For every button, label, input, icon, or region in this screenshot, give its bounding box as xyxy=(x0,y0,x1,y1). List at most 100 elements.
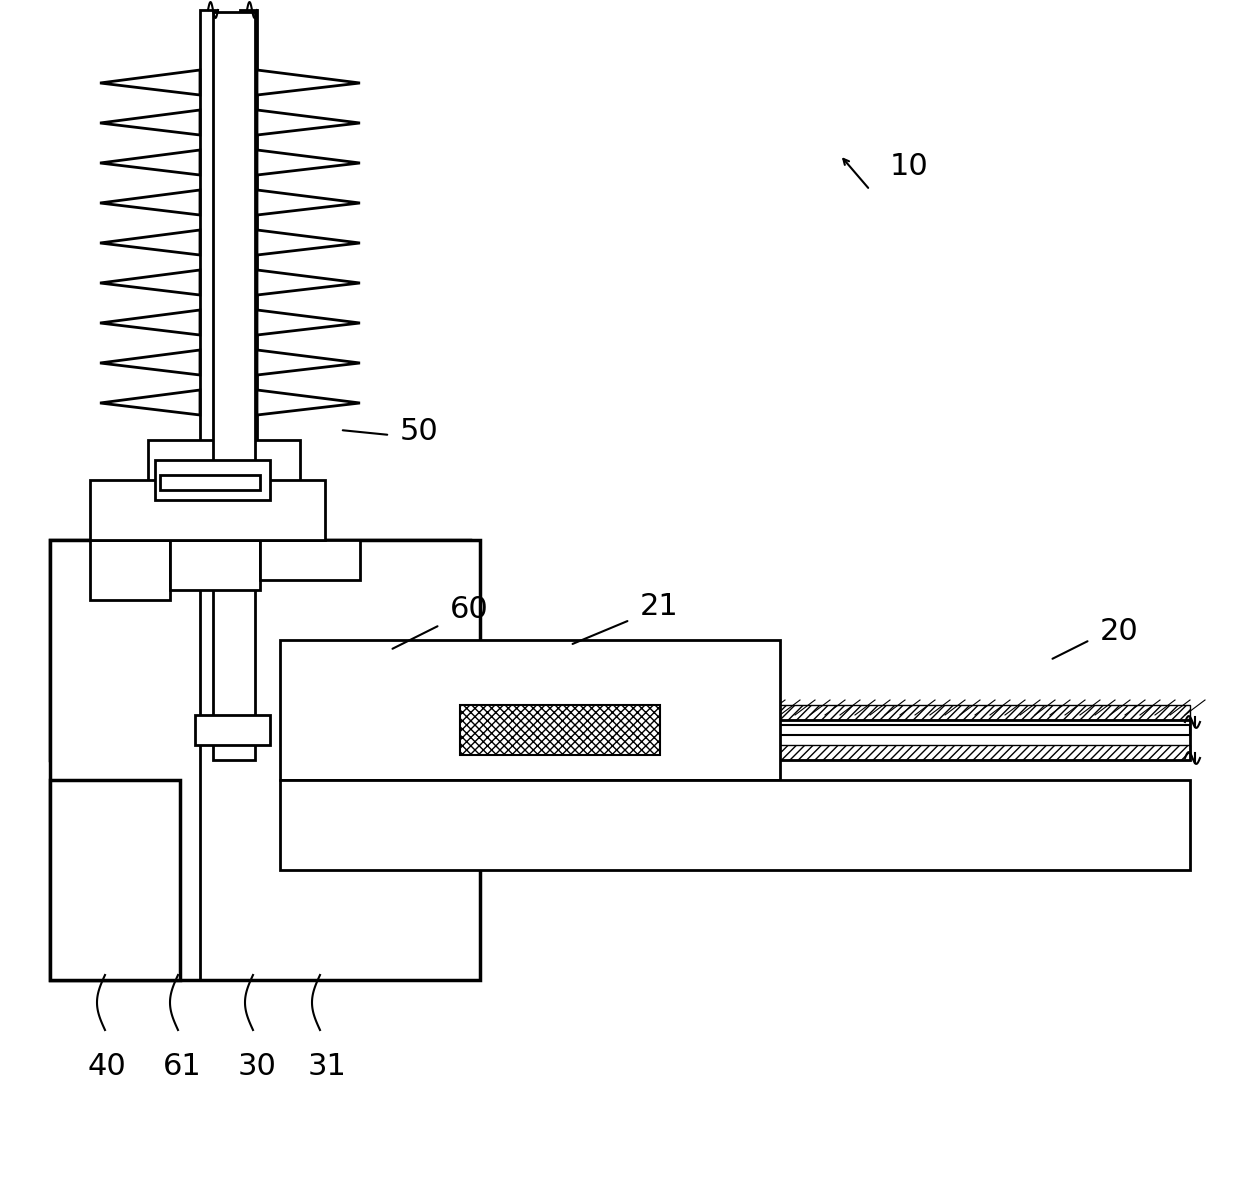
Point xyxy=(291,691,311,710)
Point xyxy=(293,700,312,719)
Point xyxy=(573,684,593,703)
Point xyxy=(144,926,164,945)
Point xyxy=(300,579,320,598)
Bar xyxy=(480,745,1190,760)
Text: 50: 50 xyxy=(401,417,439,446)
Polygon shape xyxy=(257,350,360,375)
Point xyxy=(265,945,285,964)
Point xyxy=(62,800,82,819)
Point xyxy=(372,734,392,753)
Point xyxy=(55,767,74,786)
Point xyxy=(360,554,379,573)
Point xyxy=(311,899,331,918)
Point xyxy=(124,791,144,810)
Point xyxy=(160,817,180,836)
Point xyxy=(160,950,180,969)
Point xyxy=(98,959,118,978)
Point xyxy=(86,683,105,702)
Text: 40: 40 xyxy=(88,1052,126,1081)
Point xyxy=(699,640,719,659)
Point xyxy=(382,629,402,648)
Point xyxy=(148,937,167,956)
Point xyxy=(274,617,294,636)
Point xyxy=(343,842,363,861)
Point xyxy=(176,908,196,927)
Point xyxy=(108,886,128,904)
Point xyxy=(289,662,309,681)
Text: 21: 21 xyxy=(640,592,678,621)
Point xyxy=(180,569,200,588)
Point xyxy=(148,913,167,932)
Point xyxy=(284,916,304,935)
Point xyxy=(221,862,241,881)
Point xyxy=(671,646,691,665)
Point xyxy=(166,946,186,965)
Point xyxy=(151,664,171,683)
Point xyxy=(151,679,171,698)
Point xyxy=(74,844,94,863)
Point xyxy=(118,944,138,963)
Point xyxy=(67,941,87,960)
Point xyxy=(709,680,729,699)
Point xyxy=(165,751,185,770)
Point xyxy=(79,814,99,833)
Point xyxy=(123,958,143,977)
Bar xyxy=(280,640,780,780)
Bar xyxy=(200,540,480,980)
Point xyxy=(352,674,372,693)
Point xyxy=(154,843,174,862)
Point xyxy=(448,906,467,925)
Point xyxy=(300,845,320,864)
Point xyxy=(341,794,361,813)
Point xyxy=(179,855,198,874)
Point xyxy=(141,948,161,967)
Point xyxy=(243,700,263,719)
Point xyxy=(332,675,352,694)
Point xyxy=(355,668,374,687)
Point xyxy=(165,681,185,700)
Point xyxy=(308,734,327,753)
Point xyxy=(324,688,343,707)
Point xyxy=(117,806,136,825)
Point xyxy=(363,696,383,715)
Point xyxy=(389,610,409,629)
Point xyxy=(252,636,272,655)
Point xyxy=(443,897,463,916)
Point xyxy=(180,868,200,887)
Point xyxy=(141,853,161,872)
Point xyxy=(210,770,229,789)
Point xyxy=(303,567,322,586)
Point xyxy=(386,888,405,907)
Point xyxy=(309,810,329,829)
Point xyxy=(409,744,429,763)
Point xyxy=(58,864,78,883)
Point xyxy=(136,908,156,927)
Polygon shape xyxy=(100,110,200,135)
Point xyxy=(419,559,439,578)
Point xyxy=(217,603,237,622)
Point xyxy=(182,557,202,576)
Point xyxy=(531,650,551,669)
Bar xyxy=(50,780,180,980)
Point xyxy=(270,620,290,639)
Point xyxy=(279,615,299,634)
Point xyxy=(321,656,341,675)
Point xyxy=(148,947,167,966)
Point xyxy=(63,800,83,819)
Point xyxy=(160,948,180,967)
Point xyxy=(151,624,171,643)
Point xyxy=(352,764,372,783)
Point xyxy=(428,723,448,742)
Point xyxy=(476,681,496,700)
Point xyxy=(340,935,360,954)
Point xyxy=(50,848,69,867)
Point xyxy=(720,742,740,761)
Point xyxy=(100,698,120,717)
Point xyxy=(424,821,444,840)
Point xyxy=(157,889,177,908)
Point xyxy=(57,748,77,767)
Point xyxy=(62,931,82,950)
Point xyxy=(57,590,77,609)
Point xyxy=(350,591,370,610)
Point xyxy=(89,572,109,591)
